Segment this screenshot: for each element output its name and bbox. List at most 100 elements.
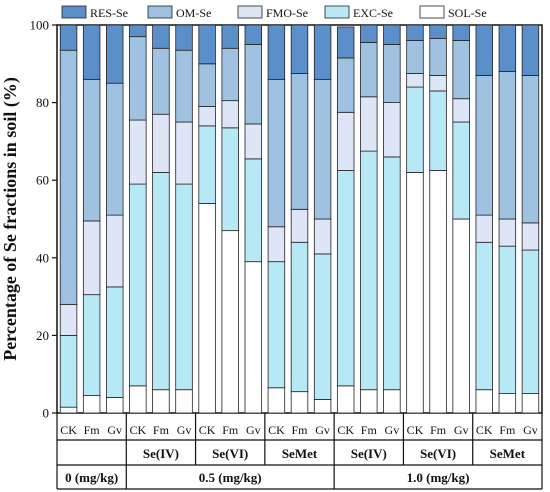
bar-segment-exc-se: [244, 158, 263, 263]
category-label: Fm: [84, 423, 101, 437]
treatment-label: Se(VI): [420, 446, 456, 461]
bar-segment-res-se: [521, 24, 540, 76]
bar-segment-exc-se: [82, 294, 101, 396]
bar-segment-sol-se: [452, 218, 470, 414]
bar-segment-exc-se: [336, 170, 355, 387]
bar-segment-sol-se: [406, 172, 424, 414]
category-label: Gv: [315, 423, 330, 437]
category-label: Fm: [222, 423, 239, 437]
category-label: Gv: [523, 423, 538, 437]
y-tick-label: 0: [43, 406, 50, 421]
legend-label: FMO-Se: [266, 6, 308, 20]
legend-label: OM-Se: [176, 6, 211, 20]
bar-segment-om-se: [406, 40, 424, 74]
category-label: CK: [60, 423, 77, 437]
category-label: Fm: [361, 423, 378, 437]
bar-segment-om-se: [59, 49, 78, 305]
bar-segment-sol-se: [360, 389, 378, 414]
bar-segment-exc-se: [59, 334, 78, 408]
bar-segment-fmo-se: [336, 111, 355, 171]
bar-segment-exc-se: [406, 86, 424, 173]
y-tick-label: 20: [36, 328, 49, 343]
bar-segment-fmo-se: [175, 121, 193, 185]
category-label: Gv: [385, 423, 400, 437]
category-label: CK: [407, 423, 424, 437]
bar-segment-fmo-se: [106, 214, 124, 288]
bar-segment-om-se: [429, 38, 447, 76]
bar-segment-om-se: [290, 73, 309, 210]
bar-segment-exc-se: [221, 127, 239, 232]
bar-segment-sol-se: [244, 261, 263, 414]
category-label: CK: [476, 423, 493, 437]
bar-segment-sol-se: [267, 387, 286, 414]
bar-segment-fmo-se: [452, 98, 470, 123]
bar-segment-res-se: [360, 24, 378, 43]
bar-segment-fmo-se: [198, 106, 216, 127]
bar-segment-exc-se: [129, 183, 147, 387]
dose-label: 0.5 (mg/kg): [199, 470, 262, 485]
bar-segment-exc-se: [521, 249, 540, 394]
bar-segment-fmo-se: [82, 220, 101, 296]
bar-segment-res-se: [336, 26, 355, 59]
bar-segment-fmo-se: [475, 214, 493, 243]
legend: RES-Se OM-Se FMO-Se EXC-Se SOL-Se: [61, 5, 487, 20]
bar-segment-fmo-se: [221, 100, 239, 129]
legend-swatch: [419, 5, 445, 19]
legend-swatch: [147, 5, 173, 19]
y-tick-label: 40: [36, 250, 49, 265]
category-label: CK: [268, 423, 285, 437]
bar-segment-om-se: [360, 42, 378, 98]
bar-segment-exc-se: [313, 253, 332, 400]
bar-segment-fmo-se: [521, 222, 540, 251]
bar-segment-sol-se: [521, 393, 540, 414]
bar-segment-fmo-se: [152, 113, 170, 173]
legend-label: EXC-Se: [353, 6, 393, 20]
legend-swatch: [324, 5, 350, 19]
treatment-label: SeMet: [490, 446, 526, 461]
treatment-label: Se(VI): [212, 446, 248, 461]
bar-segment-om-se: [244, 44, 263, 125]
bar-segment-sol-se: [313, 399, 332, 414]
bar-segment-exc-se: [152, 172, 170, 391]
bar-segment-sol-se: [175, 389, 193, 414]
bar-segment-res-se: [221, 24, 239, 49]
category-label: CK: [129, 423, 146, 437]
bar-segment-om-se: [129, 36, 147, 121]
legend-swatch: [237, 5, 263, 19]
y-axis-label: Percentage of Se fractions in soil (%): [0, 77, 21, 361]
category-label: Gv: [177, 423, 192, 437]
bar-segment-fmo-se: [406, 73, 424, 88]
bar-segment-sol-se: [475, 389, 493, 414]
category-table: CK Fm Gv CK Fm Gv CK Fm Gv CK Fm Gv CK Fm Gv CK Fm Gv CK Fm…: [56, 413, 543, 490]
dose-label: 1.0 (mg/kg): [407, 470, 470, 485]
category-label: Fm: [153, 423, 170, 437]
bar-segment-exc-se: [175, 183, 193, 391]
legend-swatch: [61, 5, 87, 19]
bar-segment-res-se: [198, 24, 216, 65]
bar-segment-res-se: [175, 24, 193, 51]
bar-segment-sol-se: [106, 397, 124, 414]
category-label: Fm: [430, 423, 447, 437]
bar-segment-res-se: [59, 24, 78, 51]
bar-segment-res-se: [152, 24, 170, 49]
bar-segment-om-se: [383, 44, 401, 104]
legend-label: SOL-Se: [448, 6, 487, 20]
bar-segment-sol-se: [198, 203, 216, 414]
y-tick-label: 60: [36, 173, 49, 188]
bar-segment-om-se: [152, 47, 170, 115]
bar-segment-exc-se: [267, 261, 286, 389]
bar-segment-fmo-se: [267, 226, 286, 263]
bar-segment-om-se: [521, 75, 540, 224]
bar-segment-fmo-se: [429, 75, 447, 92]
bar-segment-om-se: [221, 47, 239, 102]
dose-label: 0 (mg/kg): [65, 470, 118, 485]
bar-segment-om-se: [106, 82, 124, 216]
bar-segment-exc-se: [498, 245, 517, 395]
bar-segment-exc-se: [475, 241, 493, 391]
bar-segment-res-se: [82, 24, 101, 80]
bar-segment-fmo-se: [59, 303, 78, 336]
bar-segment-res-se: [244, 24, 263, 45]
bar-segment-sol-se: [383, 389, 401, 414]
bar-segment-fmo-se: [129, 119, 147, 185]
